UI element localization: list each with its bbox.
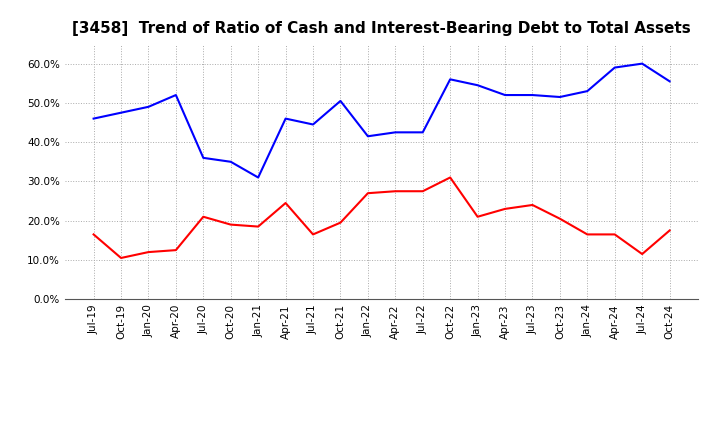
Cash [418,189,427,194]
Interest-Bearing Debt [199,155,207,161]
Cash [528,202,537,208]
Title: [3458]  Trend of Ratio of Cash and Interest-Bearing Debt to Total Assets: [3458] Trend of Ratio of Cash and Intere… [72,21,691,36]
Interest-Bearing Debt [282,116,290,121]
Interest-Bearing Debt [336,98,345,103]
Interest-Bearing Debt [364,134,372,139]
Line: Interest-Bearing Debt: Interest-Bearing Debt [94,64,670,177]
Cash [336,220,345,225]
Cash [144,249,153,255]
Interest-Bearing Debt [254,175,263,180]
Interest-Bearing Debt [418,130,427,135]
Interest-Bearing Debt [89,116,98,121]
Interest-Bearing Debt [665,79,674,84]
Cash [556,216,564,221]
Cash [611,232,619,237]
Interest-Bearing Debt [309,122,318,127]
Interest-Bearing Debt [391,130,400,135]
Cash [282,200,290,205]
Line: Cash: Cash [94,177,670,258]
Cash [309,232,318,237]
Cash [171,247,180,253]
Interest-Bearing Debt [611,65,619,70]
Cash [89,232,98,237]
Interest-Bearing Debt [500,92,509,98]
Interest-Bearing Debt [171,92,180,98]
Cash [665,228,674,233]
Cash [391,189,400,194]
Interest-Bearing Debt [583,88,592,94]
Interest-Bearing Debt [117,110,125,115]
Interest-Bearing Debt [528,92,537,98]
Cash [226,222,235,227]
Interest-Bearing Debt [226,159,235,165]
Cash [117,255,125,260]
Cash [473,214,482,220]
Interest-Bearing Debt [473,83,482,88]
Interest-Bearing Debt [556,94,564,99]
Cash [254,224,263,229]
Interest-Bearing Debt [144,104,153,110]
Cash [500,206,509,212]
Interest-Bearing Debt [446,77,454,82]
Cash [583,232,592,237]
Cash [199,214,207,220]
Cash [364,191,372,196]
Cash [446,175,454,180]
Legend: Cash, Interest-Bearing Debt: Cash, Interest-Bearing Debt [250,438,513,440]
Cash [638,251,647,257]
Interest-Bearing Debt [638,61,647,66]
